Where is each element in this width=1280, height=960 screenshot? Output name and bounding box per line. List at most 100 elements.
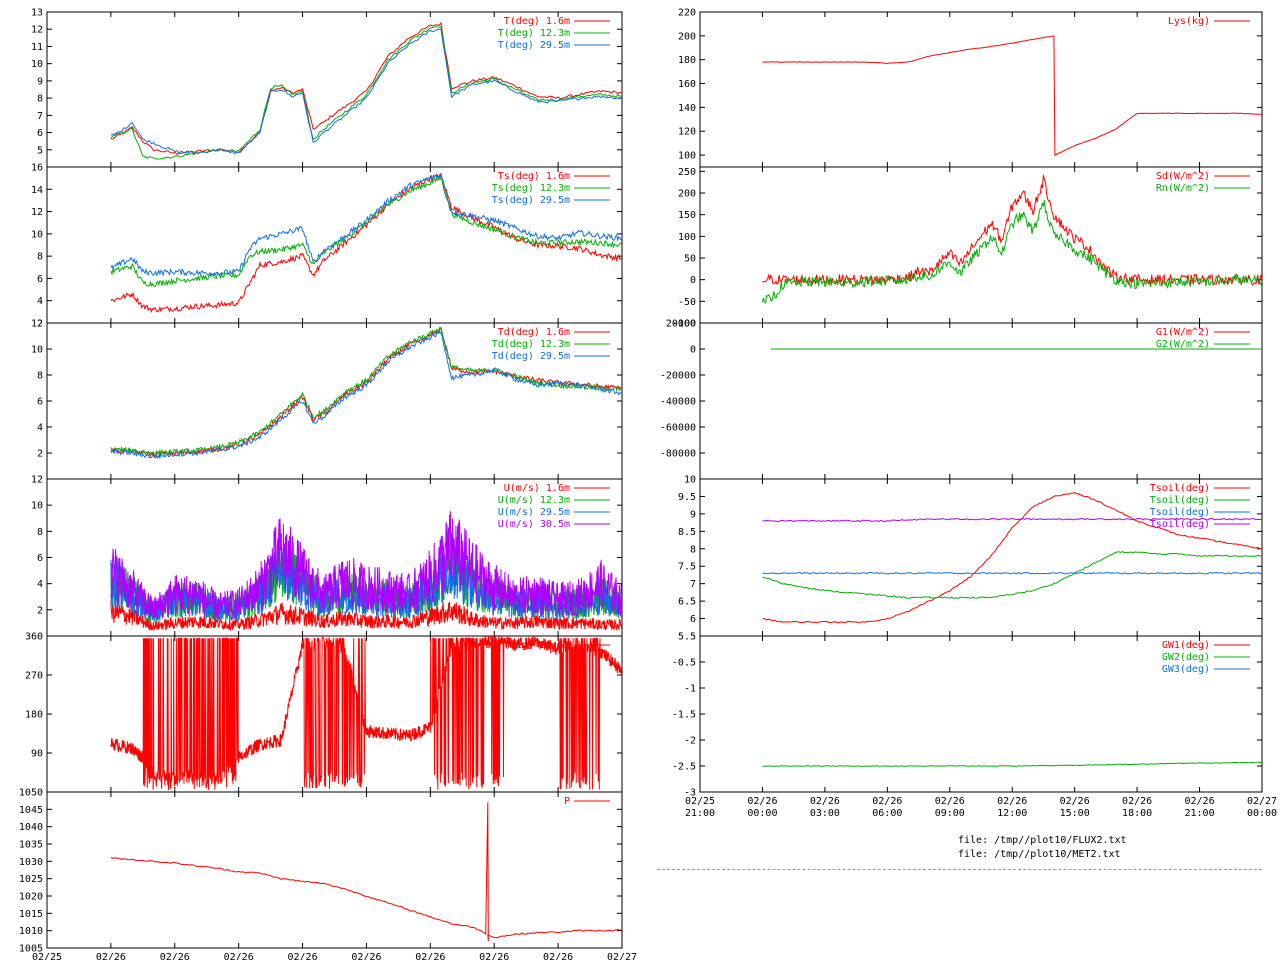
series-line-soil-temperature-0 [762, 492, 1262, 624]
y-tick-label: 8 [690, 544, 696, 555]
y-tick-label: 4 [37, 296, 43, 307]
series-line-dew-point-2 [110, 330, 622, 460]
y-tick-label: 200 [678, 189, 696, 200]
y-tick-label: 10 [684, 475, 696, 486]
y-tick-label: 1010 [19, 926, 43, 937]
y-tick-label: 1020 [19, 892, 43, 903]
legend-label: U(m/s) 1.6m [504, 483, 570, 494]
panel-pressure: 1005 1010 1015 1020 1025 1030 1035 1040 1045 1050… [19, 788, 637, 960]
y-tick-label: 250 [678, 167, 696, 178]
series-line-soil-temperature-3 [762, 517, 1262, 523]
y-tick-label: 1040 [19, 822, 43, 833]
y-tick-label: 220 [678, 8, 696, 19]
legend-label: T(deg) 1.6m [504, 16, 570, 27]
y-tick-label: 6 [37, 553, 43, 564]
y-tick-label: 2 [37, 319, 43, 330]
y-tick-label: 10 [31, 501, 43, 512]
y-tick-label: 120 [678, 127, 696, 138]
legend-label: GW2(deg) [1162, 652, 1210, 663]
y-tick-label: 16 [31, 163, 43, 174]
y-tick-label: 10 [31, 229, 43, 240]
legend-label: Td(deg) 12.3m [492, 339, 570, 350]
x-tick-date: 02/26 [160, 952, 190, 960]
y-tick-label: -20000 [660, 371, 696, 382]
y-tick-label: 8 [37, 94, 43, 105]
plot-frame [699, 11, 1263, 168]
series-line-pressure-0 [110, 802, 622, 942]
y-tick-label: 9.5 [678, 492, 696, 503]
x-tick-date: 02/26 [1185, 796, 1215, 807]
y-tick-label: 4 [37, 423, 43, 434]
y-tick-label: -40000 [660, 397, 696, 408]
y-tick-label: 0 [690, 345, 696, 356]
y-tick-label: -100 [672, 319, 696, 330]
x-tick-time: 15:00 [1060, 808, 1090, 819]
y-tick-label: 12 [31, 25, 43, 36]
y-tick-label: 6.5 [678, 597, 696, 608]
y-tick-label: 7 [37, 111, 43, 122]
x-tick-date: 02/26 [935, 796, 965, 807]
x-tick-date: 02/26 [288, 952, 318, 960]
panel-ground-heat: -80000 -60000 -40000 -20000 0 20000 G1(W/m^2)G… [660, 319, 1263, 480]
x-tick-time: 18:00 [1122, 808, 1152, 819]
y-tick-label: 7.5 [678, 562, 696, 573]
y-tick-label: -1.5 [672, 710, 696, 721]
y-tick-label: 90 [31, 749, 43, 760]
y-tick-label: 5.5 [678, 632, 696, 643]
y-tick-label: 10 [31, 59, 43, 70]
x-tick-time: 12:00 [997, 808, 1027, 819]
y-tick-label: 100 [678, 232, 696, 243]
x-tick-date: 02/26 [415, 952, 445, 960]
legend-label: Sd(W/m^2) [1156, 171, 1210, 182]
y-tick-label: -50 [678, 297, 696, 308]
legend-label: Ts(deg) 29.5m [492, 195, 570, 206]
series-line-air-temperature-2 [110, 28, 622, 155]
series-line-sonic-temperature-2 [110, 173, 622, 278]
series-line-soil-temperature-2 [762, 571, 1262, 575]
x-tick-date: 02/26 [224, 952, 254, 960]
legend-label: Tsoil(deg) [1150, 495, 1210, 506]
y-tick-label: 8 [37, 252, 43, 263]
x-tick-date: 02/26 [1060, 796, 1090, 807]
panel-groundwater: -3-2.5-2-1.5-1-0.502/2521:0002/2600:0002… [672, 635, 1277, 819]
legend-label: Tsoil(deg) [1150, 483, 1210, 494]
legend-label: U(m/s) 29.5m [498, 507, 570, 518]
file-footer: file: /tmp//plot10/FLUX2.txt file: /tmp/… [958, 834, 1127, 862]
footer-divider [657, 869, 1262, 870]
y-tick-label: 2 [37, 449, 43, 460]
panel-lysimeter: 100 120 140 160 180 200 220 Lys(kg) [678, 8, 1263, 168]
y-tick-label: 1025 [19, 874, 43, 885]
legend-label: Td(deg) 1.6m [498, 327, 570, 338]
y-tick-label: 1015 [19, 909, 43, 920]
legend-label: Rn(W/m^2) [1156, 183, 1210, 194]
x-tick-date: 02/26 [810, 796, 840, 807]
legend-label: U(m/s) 30.5m [498, 519, 570, 530]
legend-label: T(deg) 12.3m [498, 28, 570, 39]
y-tick-label: 9 [690, 509, 696, 520]
plot-frame [46, 791, 623, 949]
legend-label: GW3(deg) [1162, 664, 1210, 675]
y-tick-label: 12 [31, 475, 43, 486]
x-tick-date: 02/25 [32, 952, 62, 960]
y-tick-label: 160 [678, 79, 696, 90]
x-tick-time: 00:00 [1247, 808, 1277, 819]
x-tick-date: 02/26 [1122, 796, 1152, 807]
series-line-wind-speed-2 [110, 538, 622, 623]
y-tick-label: 100 [678, 151, 696, 162]
series-line-wind-speed-3 [110, 511, 622, 620]
legend-label: Td(deg) 29.5m [492, 351, 570, 362]
legend-label: Dir(deg) 29.5m [486, 640, 570, 651]
y-tick-label: 14 [31, 185, 43, 196]
y-tick-label: 8 [37, 371, 43, 382]
series-line-groundwater-1 [762, 761, 1262, 767]
y-tick-label: 1005 [19, 944, 43, 955]
y-tick-label: 10 [31, 345, 43, 356]
x-tick-date: 02/26 [872, 796, 902, 807]
y-tick-label: 9 [37, 76, 43, 87]
x-tick-date: 02/26 [543, 952, 573, 960]
legend-label: U(m/s) 12.3m [498, 495, 570, 506]
panel-wind-speed: 2 4 6 8 10 12 U(m/s) 1.6mU(m/s) 12.3mU(m/s) 29… [31, 475, 623, 637]
x-tick-date: 02/26 [351, 952, 381, 960]
